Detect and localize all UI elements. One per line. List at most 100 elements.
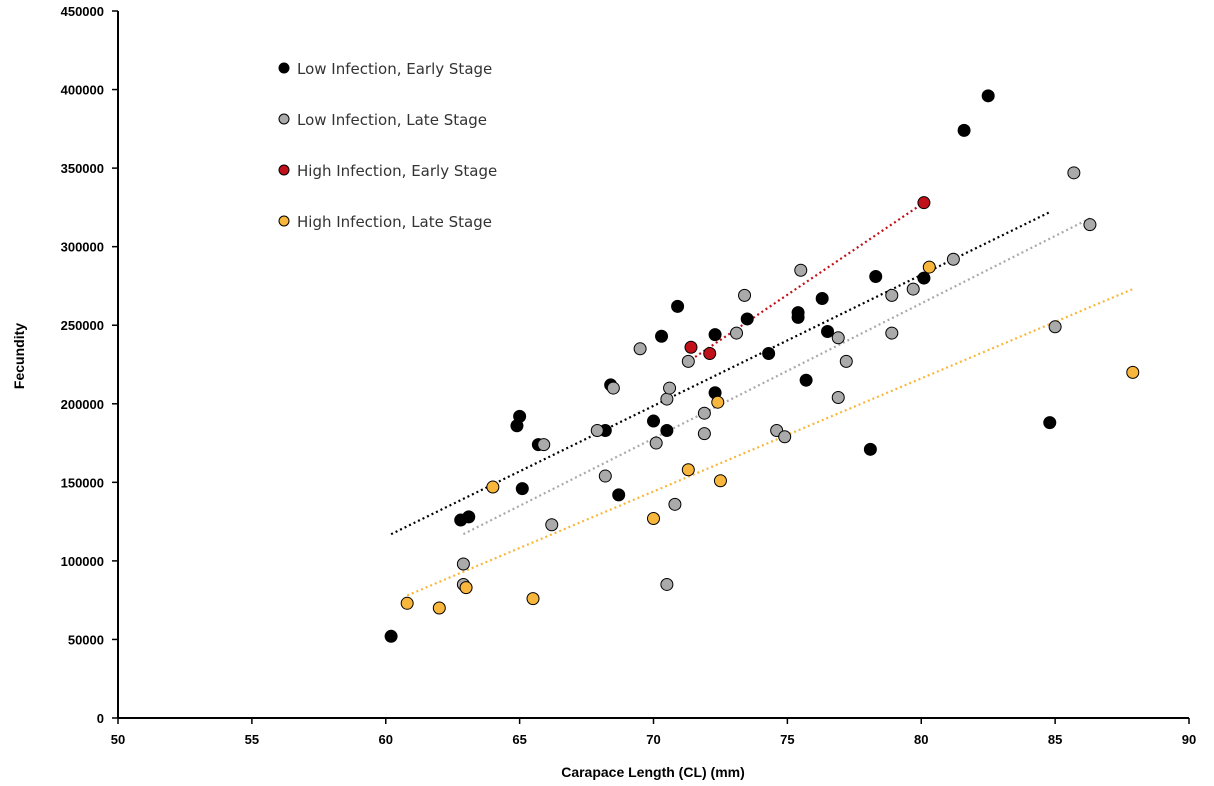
x-tick-label: 65 xyxy=(512,732,526,747)
low-infection-early-stage-point xyxy=(791,310,805,324)
x-axis-ticks: 50 55 60 65 70 75 80 85 90 xyxy=(111,718,1196,747)
y-axis-ticks: 0 50000 100000 150000 200000 250000 300000 3500… xyxy=(61,4,118,726)
low-infection-late-stage-point xyxy=(598,469,612,483)
high-infection-early-stage-point xyxy=(703,347,717,361)
high-infection-late-stage-point xyxy=(432,601,446,615)
legend-marker-low-infection-early-stage xyxy=(278,62,290,74)
data-points xyxy=(384,89,1140,643)
low-infection-early-stage-point xyxy=(462,510,476,524)
low-infection-late-stage-trendline xyxy=(462,217,1091,536)
low-infection-late-stage-point xyxy=(633,342,647,356)
legend-marker-high-infection-early-stage xyxy=(278,164,290,176)
y-tick-label: 300000 xyxy=(61,240,104,255)
low-infection-early-stage-point xyxy=(740,312,754,326)
y-tick-label: 250000 xyxy=(61,318,104,333)
low-infection-late-stage-point xyxy=(697,406,711,420)
x-tick-label: 60 xyxy=(379,732,393,747)
low-infection-late-stage-point xyxy=(885,326,899,340)
y-tick-label: 0 xyxy=(97,711,104,726)
low-infection-early-stage-point xyxy=(671,299,685,313)
low-infection-early-stage-point xyxy=(612,488,626,502)
x-axis-title: Carapace Length (CL) (mm) xyxy=(561,764,745,780)
x-tick-label: 85 xyxy=(1048,732,1062,747)
x-tick-label: 55 xyxy=(245,732,259,747)
low-infection-late-stage-point xyxy=(839,354,853,368)
high-infection-early-stage-trendline xyxy=(690,201,925,361)
low-infection-late-stage-point xyxy=(946,252,960,266)
low-infection-late-stage-point xyxy=(697,427,711,441)
y-tick-label: 450000 xyxy=(61,4,104,19)
x-tick-label: 80 xyxy=(914,732,928,747)
low-infection-late-stage-point xyxy=(649,436,663,450)
y-axis-title: Fecundity xyxy=(11,323,27,389)
low-infection-late-stage-point xyxy=(778,430,792,444)
low-infection-early-stage-point xyxy=(384,629,398,643)
x-tick-label: 70 xyxy=(646,732,660,747)
low-infection-late-stage-point xyxy=(590,423,604,437)
low-infection-early-stage-point xyxy=(815,292,829,306)
low-infection-late-stage-point xyxy=(831,331,845,345)
low-infection-late-stage-point xyxy=(1083,218,1097,232)
high-infection-late-stage-point xyxy=(1126,365,1140,379)
low-infection-late-stage-point xyxy=(906,282,920,296)
low-infection-early-stage-point xyxy=(513,409,527,423)
axes xyxy=(117,11,1189,719)
low-infection-early-stage-point xyxy=(799,373,813,387)
low-infection-late-stage-point xyxy=(606,381,620,395)
x-tick-label: 75 xyxy=(780,732,794,747)
low-infection-late-stage-point xyxy=(681,354,695,368)
low-infection-late-stage-point xyxy=(537,438,551,452)
high-infection-late-stage-trendline xyxy=(406,288,1134,597)
low-infection-early-stage-point xyxy=(655,329,669,343)
low-infection-early-stage-point xyxy=(1043,416,1057,430)
low-infection-late-stage-point xyxy=(738,288,752,302)
x-tick-label: 50 xyxy=(111,732,125,747)
low-infection-late-stage-point xyxy=(831,390,845,404)
low-infection-late-stage-point xyxy=(668,497,682,511)
legend-marker-high-infection-late-stage xyxy=(278,215,290,227)
y-tick-label: 150000 xyxy=(61,475,104,490)
low-infection-late-stage-point xyxy=(794,263,808,277)
low-infection-late-stage-point xyxy=(660,577,674,591)
high-infection-late-stage-point xyxy=(526,592,540,606)
low-infection-early-stage-point xyxy=(917,271,931,285)
low-infection-early-stage-point xyxy=(869,270,883,284)
low-infection-early-stage-point xyxy=(762,347,776,361)
low-infection-early-stage-point xyxy=(647,414,660,428)
high-infection-early-stage-point xyxy=(917,196,931,210)
low-infection-early-stage-point xyxy=(708,328,722,342)
low-infection-early-stage-point xyxy=(957,123,971,137)
legend: Low Infection, Early Stage Low Infection,… xyxy=(278,60,497,231)
low-infection-early-stage-point xyxy=(821,325,835,339)
low-infection-late-stage-point xyxy=(1048,320,1062,334)
legend-label-high-infection-early-stage: High Infection, Early Stage xyxy=(297,162,497,180)
low-infection-early-stage-trendline xyxy=(390,211,1051,536)
low-infection-late-stage-point xyxy=(545,518,559,532)
y-tick-label: 50000 xyxy=(68,632,104,647)
y-tick-label: 100000 xyxy=(61,554,104,569)
high-infection-late-stage-point xyxy=(647,511,660,525)
high-infection-late-stage-point xyxy=(486,480,500,494)
low-infection-late-stage-point xyxy=(730,326,744,340)
low-infection-early-stage-point xyxy=(863,442,877,456)
legend-label-low-infection-early-stage: Low Infection, Early Stage xyxy=(297,60,492,78)
low-infection-late-stage-point xyxy=(885,288,899,302)
legend-label-high-infection-late-stage: High Infection, Late Stage xyxy=(297,213,492,231)
legend-marker-low-infection-late-stage xyxy=(278,113,290,125)
low-infection-late-stage-point xyxy=(1067,166,1081,180)
low-infection-early-stage-point xyxy=(981,89,995,103)
high-infection-late-stage-point xyxy=(711,395,725,409)
low-infection-late-stage-point xyxy=(660,392,674,406)
low-infection-early-stage-point xyxy=(660,423,674,437)
y-tick-label: 400000 xyxy=(61,83,104,98)
high-infection-late-stage-point xyxy=(459,581,473,595)
high-infection-late-stage-point xyxy=(681,463,695,477)
low-infection-late-stage-point xyxy=(456,557,470,571)
high-infection-early-stage-point xyxy=(684,340,698,354)
legend-label-low-infection-late-stage: Low Infection, Late Stage xyxy=(297,111,487,129)
trendlines xyxy=(390,201,1134,597)
x-tick-label: 90 xyxy=(1182,732,1196,747)
high-infection-late-stage-point xyxy=(922,260,936,274)
high-infection-late-stage-point xyxy=(400,596,414,610)
